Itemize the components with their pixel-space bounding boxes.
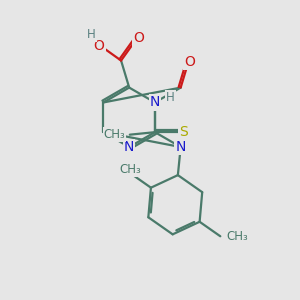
Text: CH₃: CH₃ [226, 230, 248, 243]
Text: N: N [176, 140, 186, 154]
Text: N: N [124, 140, 134, 154]
Text: CH₃: CH₃ [103, 128, 125, 141]
Text: H: H [87, 28, 96, 41]
Text: O: O [184, 55, 195, 69]
Text: O: O [133, 32, 144, 46]
Text: CH₃: CH₃ [119, 163, 141, 176]
Text: O: O [94, 39, 104, 53]
Text: H: H [166, 91, 175, 103]
Text: N: N [150, 95, 160, 110]
Text: S: S [179, 125, 188, 139]
